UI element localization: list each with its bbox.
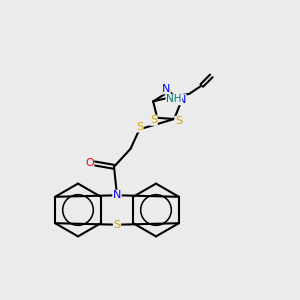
Text: NH: NH (166, 94, 182, 104)
Text: O: O (85, 158, 94, 168)
Text: N: N (162, 84, 170, 94)
Text: N: N (113, 190, 121, 200)
Text: S: S (175, 116, 182, 126)
Text: S: S (113, 220, 121, 230)
Text: S: S (150, 115, 157, 125)
Text: N: N (178, 95, 186, 105)
Text: S: S (136, 122, 143, 132)
